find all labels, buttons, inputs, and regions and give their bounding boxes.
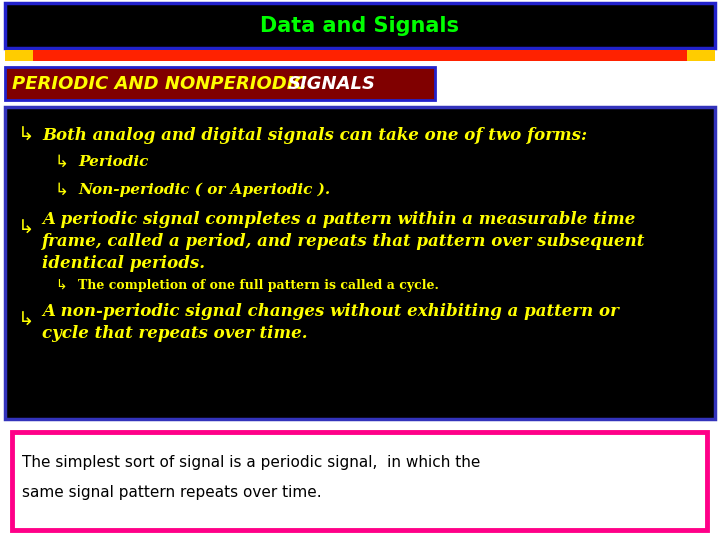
- Text: frame, called a period, and repeats that pattern over subsequent: frame, called a period, and repeats that…: [42, 233, 645, 251]
- Bar: [12, 432, 707, 530]
- Text: Data and Signals: Data and Signals: [261, 16, 459, 36]
- Text: Non-periodic ( or Aperiodic ).: Non-periodic ( or Aperiodic ).: [78, 183, 330, 197]
- Text: Periodic: Periodic: [78, 155, 148, 169]
- Text: ↳: ↳: [18, 310, 35, 329]
- Text: ↳: ↳: [55, 279, 67, 293]
- Text: ↳: ↳: [18, 219, 35, 238]
- Bar: [5, 67, 435, 100]
- Text: The simplest sort of signal is a periodic signal,  in which the: The simplest sort of signal is a periodi…: [22, 456, 480, 470]
- Text: ↳: ↳: [18, 125, 35, 145]
- Text: A periodic signal completes a pattern within a measurable time: A periodic signal completes a pattern wi…: [42, 212, 635, 228]
- Text: PERIODIC AND NONPERIODIC: PERIODIC AND NONPERIODIC: [12, 75, 313, 93]
- Text: ↳: ↳: [55, 181, 69, 199]
- Bar: [33, 50, 687, 61]
- Text: The completion of one full pattern is called a cycle.: The completion of one full pattern is ca…: [78, 280, 439, 293]
- Text: SIGNALS: SIGNALS: [288, 75, 376, 93]
- Text: cycle that repeats over time.: cycle that repeats over time.: [42, 326, 307, 342]
- Bar: [5, 50, 33, 61]
- Bar: [5, 3, 715, 48]
- Bar: [687, 50, 715, 61]
- Text: A non-periodic signal changes without exhibiting a pattern or: A non-periodic signal changes without ex…: [42, 303, 619, 321]
- Text: Both analog and digital signals can take one of two forms:: Both analog and digital signals can take…: [42, 126, 587, 144]
- Bar: [5, 107, 715, 419]
- Text: ↳: ↳: [55, 153, 69, 171]
- Text: identical periods.: identical periods.: [42, 255, 205, 273]
- Text: same signal pattern repeats over time.: same signal pattern repeats over time.: [22, 484, 322, 500]
